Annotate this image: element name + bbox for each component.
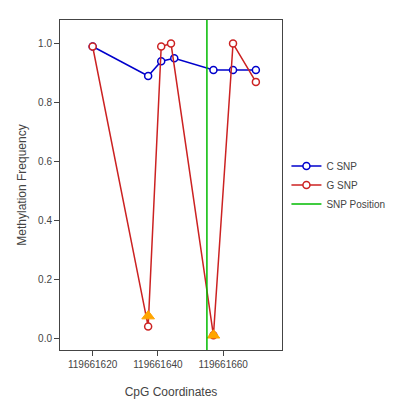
svg-text:0.0: 0.0 (38, 333, 52, 344)
svg-text:G SNP: G SNP (326, 180, 357, 191)
svg-text:0.8: 0.8 (38, 97, 52, 108)
svg-text:0.2: 0.2 (38, 274, 52, 285)
svg-text:Methylation Frequency: Methylation Frequency (15, 124, 29, 245)
svg-text:119661620: 119661620 (68, 359, 118, 370)
svg-text:SNP Position: SNP Position (326, 199, 385, 210)
svg-text:119661640: 119661640 (133, 359, 183, 370)
svg-text:1.0: 1.0 (38, 38, 52, 49)
svg-text:C SNP: C SNP (326, 161, 357, 172)
svg-text:119661660: 119661660 (199, 359, 249, 370)
svg-text:0.6: 0.6 (38, 156, 52, 167)
svg-text:0.4: 0.4 (38, 215, 52, 226)
svg-text:CpG Coordinates: CpG Coordinates (125, 385, 218, 399)
